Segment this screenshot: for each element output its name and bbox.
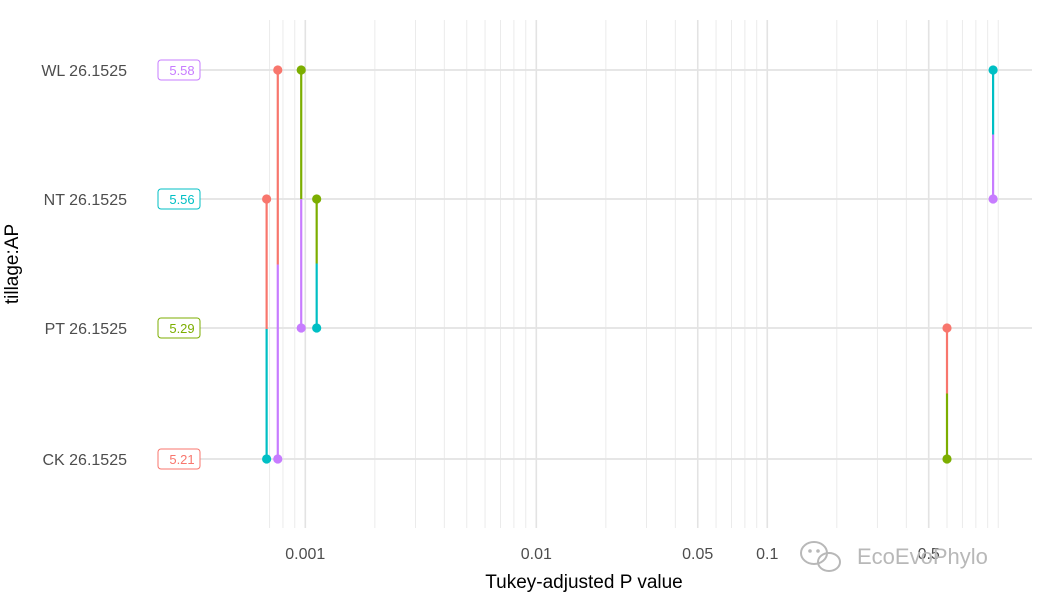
major-gridlines xyxy=(200,20,1032,528)
point xyxy=(296,65,306,75)
watermark-text: EcoEvoPhylo xyxy=(857,544,988,569)
value-box xyxy=(157,448,201,470)
value-box xyxy=(157,317,201,339)
point xyxy=(262,454,272,464)
x-tick-label: 0.1 xyxy=(756,546,778,563)
point xyxy=(273,65,283,75)
watermark: EcoEvoPhylo xyxy=(800,541,988,572)
point xyxy=(262,194,272,204)
x-tick-labels: 0.001 0.01 0.05 0.1 0.5 xyxy=(285,546,940,563)
x-axis-title: Tukey-adjusted P value xyxy=(485,572,683,593)
value-label: 5.29 xyxy=(169,321,194,336)
point xyxy=(312,323,322,333)
y-tick-label: CK 26.1525 xyxy=(42,452,127,469)
y-tick-labels: CK 26.1525 PT 26.1525 NT 26.1525 WL 26.1525 xyxy=(41,63,127,469)
point xyxy=(988,194,998,204)
wechat-icon xyxy=(800,541,841,572)
value-label: 5.21 xyxy=(169,452,194,467)
comparison-points xyxy=(262,65,998,464)
x-tick-label: 0.05 xyxy=(682,546,713,563)
value-box xyxy=(157,59,201,81)
point xyxy=(312,194,322,204)
value-boxes: 5.21 5.29 5.56 5.58 xyxy=(157,59,201,470)
point xyxy=(988,65,998,75)
x-tick-label: 0.01 xyxy=(521,546,552,563)
value-label: 5.58 xyxy=(169,63,194,78)
comparison-segments xyxy=(265,70,995,459)
minor-gridlines xyxy=(269,20,999,528)
y-tick-label: PT 26.1525 xyxy=(45,321,128,338)
value-label: 5.56 xyxy=(169,192,194,207)
y-axis-title: tillage:AP xyxy=(2,224,23,304)
x-tick-label: 0.001 xyxy=(285,546,325,563)
value-box xyxy=(157,188,201,210)
point xyxy=(942,454,952,464)
y-tick-label: WL 26.1525 xyxy=(41,63,127,80)
point xyxy=(273,454,283,464)
point xyxy=(296,323,306,333)
x-tick-label: 0.5 xyxy=(918,546,940,563)
point xyxy=(942,323,952,333)
y-tick-label: NT 26.1525 xyxy=(44,192,127,209)
